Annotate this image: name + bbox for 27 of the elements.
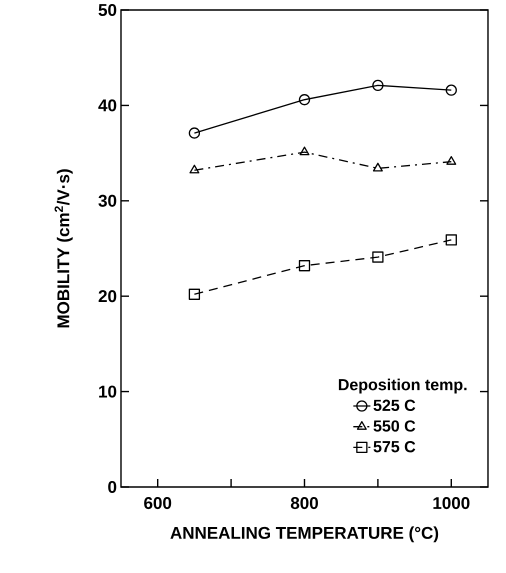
y-tick-label: 30: [98, 194, 116, 207]
point: [188, 127, 200, 139]
point: [446, 84, 457, 96]
y-tick-label: 50: [98, 4, 116, 16]
x-tick-label: 800: [290, 497, 318, 510]
legend-label: 575 C: [374, 441, 416, 452]
point: [298, 94, 310, 106]
point: [298, 260, 310, 272]
y-axis-title: MOBILITY (cm$^{2}$/V·s): [54, 169, 73, 328]
y-tick-label: 20: [98, 290, 116, 302]
legend-label: 550 C: [374, 420, 416, 432]
point: [446, 234, 457, 246]
y-tick-label: 40: [98, 99, 116, 112]
x-tick-label: 600: [144, 497, 172, 510]
legend-title: Deposition temp.: [338, 378, 466, 394]
legend-label: 525 C: [374, 400, 416, 411]
point: [188, 288, 200, 300]
x-tick-label: 1000: [433, 497, 470, 510]
point: [446, 156, 456, 165]
point: [189, 164, 200, 174]
y-tick-label: 0: [108, 480, 116, 494]
x-axis-title: ANNEALING TEMPERATURE (°C): [170, 526, 438, 542]
point: [372, 80, 384, 92]
point: [372, 162, 383, 172]
point: [372, 251, 384, 263]
point: [300, 146, 310, 156]
y-tick-label: 10: [99, 386, 116, 398]
